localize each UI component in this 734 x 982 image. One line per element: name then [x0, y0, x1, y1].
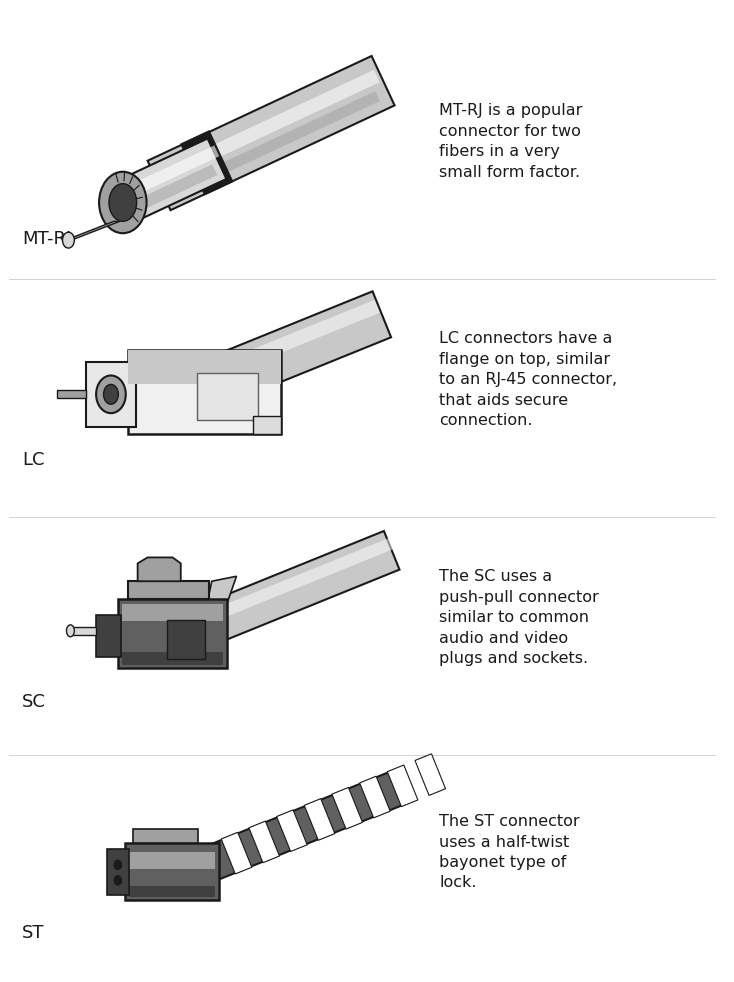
Ellipse shape: [109, 184, 137, 221]
FancyBboxPatch shape: [128, 351, 281, 434]
FancyBboxPatch shape: [128, 851, 215, 869]
FancyBboxPatch shape: [122, 652, 222, 665]
Polygon shape: [181, 131, 233, 195]
Polygon shape: [277, 810, 307, 851]
Ellipse shape: [99, 172, 147, 233]
FancyBboxPatch shape: [128, 351, 281, 384]
FancyBboxPatch shape: [253, 416, 281, 434]
Ellipse shape: [114, 875, 122, 886]
Polygon shape: [182, 300, 379, 391]
Polygon shape: [57, 391, 86, 399]
Ellipse shape: [62, 232, 74, 248]
FancyBboxPatch shape: [167, 621, 205, 659]
Polygon shape: [197, 538, 394, 627]
Text: SC: SC: [22, 693, 46, 711]
Text: ST: ST: [22, 924, 45, 942]
Polygon shape: [305, 798, 335, 841]
Text: LC connectors have a
flange on top, similar
to an RJ-45 connector,
that aids sec: LC connectors have a flange on top, simi…: [439, 331, 617, 428]
Ellipse shape: [114, 860, 122, 870]
Polygon shape: [249, 821, 280, 863]
Ellipse shape: [96, 375, 126, 413]
FancyBboxPatch shape: [118, 599, 227, 669]
Polygon shape: [129, 145, 219, 196]
Polygon shape: [204, 576, 236, 619]
FancyBboxPatch shape: [197, 373, 258, 419]
Polygon shape: [171, 292, 391, 419]
Text: LC: LC: [22, 452, 45, 469]
FancyBboxPatch shape: [86, 362, 136, 426]
Text: The ST connector
uses a half-twist
bayonet type of
lock.: The ST connector uses a half-twist bayon…: [439, 814, 580, 891]
Polygon shape: [127, 164, 217, 215]
Polygon shape: [148, 56, 395, 210]
Ellipse shape: [103, 384, 118, 405]
Polygon shape: [162, 91, 379, 200]
FancyBboxPatch shape: [122, 604, 222, 622]
Text: MT-RJ: MT-RJ: [22, 230, 71, 248]
FancyBboxPatch shape: [128, 886, 215, 897]
FancyBboxPatch shape: [133, 829, 198, 843]
Polygon shape: [388, 765, 418, 806]
Polygon shape: [138, 558, 181, 581]
FancyBboxPatch shape: [96, 615, 121, 657]
Ellipse shape: [67, 625, 74, 636]
Text: The SC uses a
push-pull connector
similar to common
audio and video
plugs and so: The SC uses a push-pull connector simila…: [439, 570, 599, 666]
FancyBboxPatch shape: [125, 843, 219, 900]
Polygon shape: [332, 788, 363, 829]
FancyBboxPatch shape: [128, 581, 209, 599]
Polygon shape: [118, 138, 226, 221]
Polygon shape: [182, 531, 399, 651]
Polygon shape: [174, 770, 407, 893]
Polygon shape: [70, 627, 96, 634]
Polygon shape: [360, 776, 390, 818]
Polygon shape: [221, 833, 252, 874]
Polygon shape: [172, 70, 379, 177]
FancyBboxPatch shape: [107, 848, 128, 895]
Polygon shape: [415, 754, 446, 795]
Polygon shape: [65, 221, 120, 241]
Text: MT-RJ is a popular
connector for two
fibers in a very
small form factor.: MT-RJ is a popular connector for two fib…: [439, 103, 583, 180]
